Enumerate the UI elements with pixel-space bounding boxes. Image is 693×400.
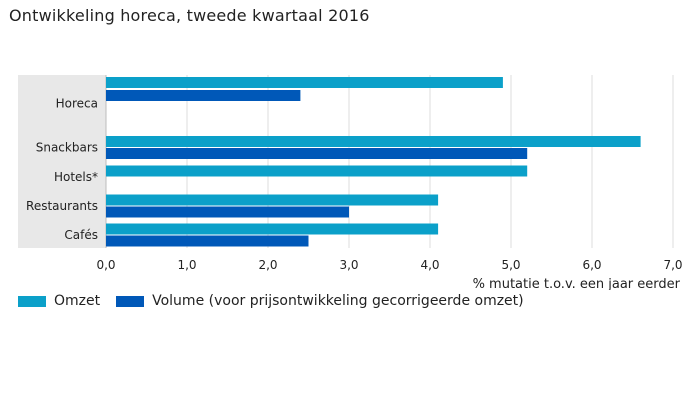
bar-omzet-hotels xyxy=(106,165,528,177)
bar-omzet-snackbars xyxy=(106,136,641,147)
category-label: Snackbars xyxy=(36,141,98,155)
legend: Omzet Volume (voor prijsontwikkeling gec… xyxy=(18,293,540,309)
category-label: Cafés xyxy=(64,228,98,242)
legend-item-omzet: Omzet xyxy=(18,293,100,309)
category-label: Restaurants xyxy=(26,199,98,213)
category-label: Horeca xyxy=(56,97,98,111)
legend-swatch-omzet xyxy=(18,295,46,307)
x-tick-label: 4,0 xyxy=(420,258,439,272)
legend-label-omzet: Omzet xyxy=(54,293,101,309)
x-tick-label: 6,0 xyxy=(582,258,601,272)
chart-title: Ontwikkeling horeca, tweede kwartaal 201… xyxy=(9,6,370,25)
bar-chart: Horeca Snackbars Hotels* Restaurants Cafés 0,… xyxy=(18,75,683,290)
bar-volume-restaurants xyxy=(106,206,349,218)
legend-swatch-volume xyxy=(116,295,145,307)
x-tick-label: 1,0 xyxy=(177,258,196,272)
bar-volume-horeca xyxy=(106,90,301,101)
bar-omzet-horeca xyxy=(106,77,503,88)
category-label: Hotels* xyxy=(54,170,98,184)
x-tick-label: 7,0 xyxy=(663,258,682,272)
legend-item-volume: Volume (voor prijsontwikkeling gecorrige… xyxy=(116,293,524,309)
legend-label-volume: Volume (voor prijsontwikkeling gecorrige… xyxy=(152,293,524,309)
x-tick-label: 0,0 xyxy=(96,258,115,272)
bar-omzet-cafs xyxy=(106,223,439,235)
x-tick-label: 3,0 xyxy=(339,258,358,272)
bar-volume-snackbars xyxy=(106,148,528,159)
x-axis-title: % mutatie t.o.v. een jaar eerder xyxy=(473,277,681,290)
x-tick-label: 2,0 xyxy=(258,258,277,272)
bar-volume-cafs xyxy=(106,235,309,247)
category-band xyxy=(18,75,106,248)
bar-omzet-restaurants xyxy=(106,194,439,206)
x-tick-label: 5,0 xyxy=(501,258,520,272)
